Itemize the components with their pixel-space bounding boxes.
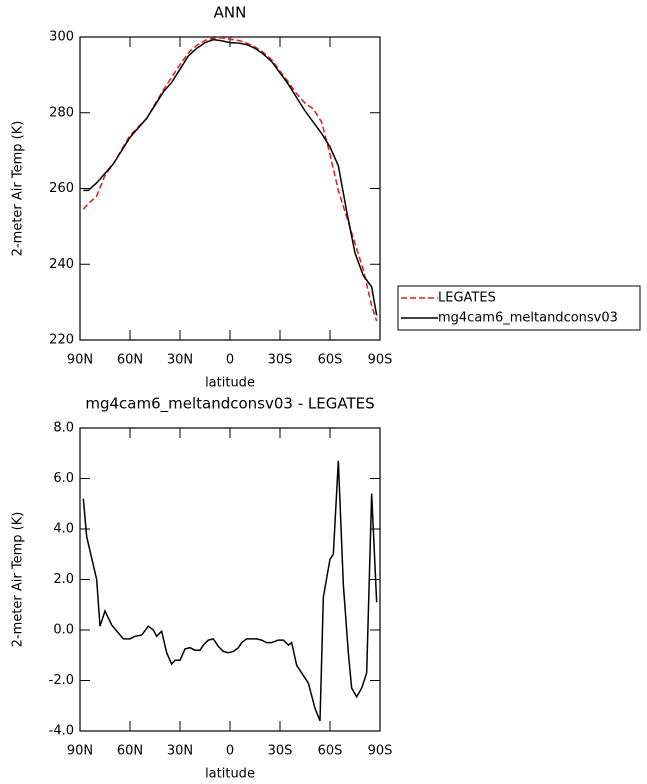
- y-tick-label: 280: [49, 105, 74, 120]
- x-tick-label: 30S: [268, 744, 293, 759]
- legend-box: [397, 285, 641, 331]
- y-tick-label: 0.0: [53, 623, 74, 638]
- y-tick-label: 300: [49, 30, 74, 45]
- y-axis-label: 2-meter Air Temp (K): [11, 121, 26, 257]
- x-tick-label: 60S: [318, 744, 343, 759]
- x-tick-label: 90N: [67, 353, 93, 368]
- x-tick-label: 30S: [268, 353, 293, 368]
- data-line: [83, 38, 378, 316]
- plot-frame: [79, 36, 381, 341]
- x-axis-label: latitude: [205, 767, 255, 782]
- y-tick-label: -2.0: [49, 673, 74, 688]
- y-axis-label: 2-meter Air Temp (K): [11, 512, 26, 648]
- y-tick-label: 4.0: [53, 522, 74, 537]
- data-line: [82, 460, 378, 722]
- x-tick-label: 0: [226, 353, 234, 368]
- legend-label: mg4cam6_meltandconsv03: [438, 311, 618, 326]
- chart-title: mg4cam6_meltandconsv03 - LEGATES: [85, 395, 374, 414]
- chart-title: ANN: [214, 4, 247, 22]
- x-tick-label: 90N: [67, 744, 93, 759]
- x-tick-label: 30N: [167, 353, 193, 368]
- x-tick-label: 60N: [117, 353, 143, 368]
- x-tick-label: 90S: [368, 744, 393, 759]
- x-axis-label: latitude: [205, 376, 255, 391]
- x-tick-label: 60N: [117, 744, 143, 759]
- x-tick-label: 0: [226, 744, 234, 759]
- y-tick-label: 6.0: [53, 471, 74, 486]
- x-tick-label: 30N: [167, 744, 193, 759]
- y-tick-label: 240: [49, 257, 74, 272]
- legend-label: LEGATES: [438, 291, 496, 306]
- x-tick-label: 90S: [368, 353, 393, 368]
- y-tick-label: -4.0: [49, 724, 74, 739]
- data-line: [82, 37, 378, 322]
- y-tick-label: 220: [49, 333, 74, 348]
- plot-frame: [79, 427, 381, 732]
- y-tick-label: 260: [49, 181, 74, 196]
- y-tick-label: 8.0: [53, 421, 74, 436]
- y-tick-label: 2.0: [53, 572, 74, 587]
- x-tick-label: 60S: [318, 353, 343, 368]
